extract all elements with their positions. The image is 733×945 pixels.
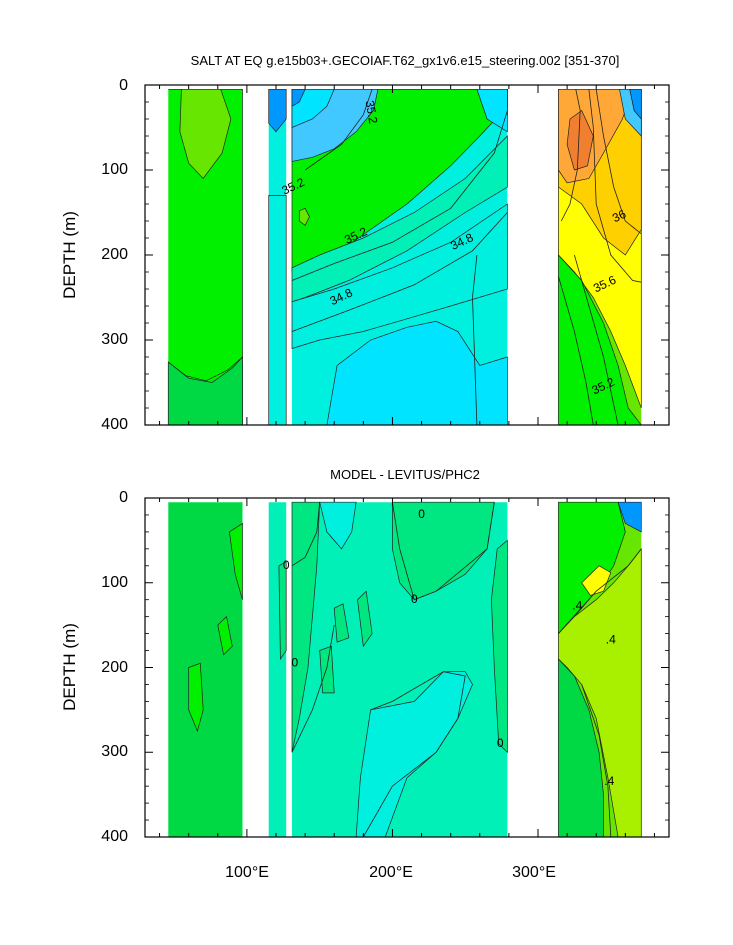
- east-pacific-band: [476, 88, 508, 133]
- diff-strait-band: [278, 560, 287, 661]
- x-tick-100E: 100°E: [225, 864, 269, 881]
- contour-label-.4: .4: [606, 633, 616, 647]
- diff-pacific-base: [292, 502, 508, 837]
- top-contour-line: [558, 276, 594, 426]
- atlantic-max-core: [566, 109, 594, 171]
- bottom-y-tick-400: 400: [101, 828, 128, 845]
- top-contour-line: [291, 110, 508, 281]
- bottom-chart-title: MODEL - LEVITUS/PHC2: [330, 467, 480, 482]
- top-y-tick-100: 100: [101, 161, 128, 178]
- bottom-contour-line: [581, 684, 612, 838]
- strait-lower: [268, 195, 287, 426]
- contour-label-35.2: 35.2: [362, 99, 380, 125]
- top-contour-line: [472, 254, 478, 426]
- warm-pool-core: [291, 88, 335, 129]
- bottom-y-tick-100: 100: [101, 574, 128, 591]
- top-contour-line: [560, 89, 581, 222]
- top-chart-title: SALT AT EQ g.e15b03+.GECOIAF.T62_gx1v6.e…: [190, 53, 620, 68]
- pacific-lower-band: [291, 203, 508, 349]
- bottom-contour-line: [362, 671, 466, 838]
- bottom-contour-line: [558, 548, 642, 634]
- contour-label-.4: .4: [604, 774, 614, 788]
- contour-label-0: 0: [283, 558, 290, 572]
- top-contour-line: [574, 254, 619, 426]
- indian-fresh-core: [179, 88, 232, 180]
- contour-label-0: 0: [411, 592, 418, 606]
- x-tick-300E: 300°E: [512, 864, 556, 881]
- bottom-contour-line: [291, 502, 321, 567]
- pacific-deep-fresh: [326, 320, 508, 426]
- bottom-y-tick-300: 300: [101, 743, 128, 760]
- top-y-tick-0: 0: [119, 77, 128, 94]
- top-y-tick-200: 200: [101, 246, 128, 263]
- contour-label-0: 0: [418, 507, 425, 521]
- top-contour-line: [588, 89, 642, 283]
- top-contour-line: [304, 89, 373, 171]
- diff-east-band: [491, 539, 508, 754]
- bottom-y-tick-0: 0: [119, 489, 128, 506]
- diff-atlantic-coast: [617, 501, 642, 533]
- diff-indian-blob-1: [188, 662, 204, 733]
- pacific-salty-blob: [298, 207, 310, 226]
- strait-fresh-top: [268, 88, 287, 133]
- diff-indian-blob-3: [217, 615, 233, 656]
- indian-ocean-base: [168, 89, 243, 426]
- bottom-contour-line: [291, 625, 335, 753]
- x-tick-200E: 200°E: [369, 864, 413, 881]
- diff-atlantic-max: [581, 565, 612, 596]
- diff-west-fresh: [319, 501, 357, 550]
- diff-indian-blob-2: [229, 522, 243, 600]
- atlantic-coast-band: [619, 88, 642, 137]
- bottom-contour-line: [392, 502, 495, 601]
- diff-strait-base: [268, 502, 287, 837]
- diff-blob-b: [333, 603, 350, 643]
- contour-label-.4: .4: [572, 599, 582, 613]
- diff-blob-c: [319, 645, 335, 694]
- warm-pool-center: [291, 88, 306, 107]
- contour-label-36: 36: [610, 207, 628, 225]
- top-contour-line: [291, 212, 508, 332]
- top-contour-line: [595, 89, 642, 235]
- diff-blob-a: [357, 590, 373, 648]
- bottom-y-tick-200: 200: [101, 659, 128, 676]
- contour-label-0: 0: [292, 655, 299, 669]
- top-y-tick-300: 300: [101, 331, 128, 348]
- contour-label-0: 0: [497, 736, 504, 750]
- top-y-tick-400: 400: [101, 416, 128, 433]
- diff-indian-base: [168, 502, 243, 837]
